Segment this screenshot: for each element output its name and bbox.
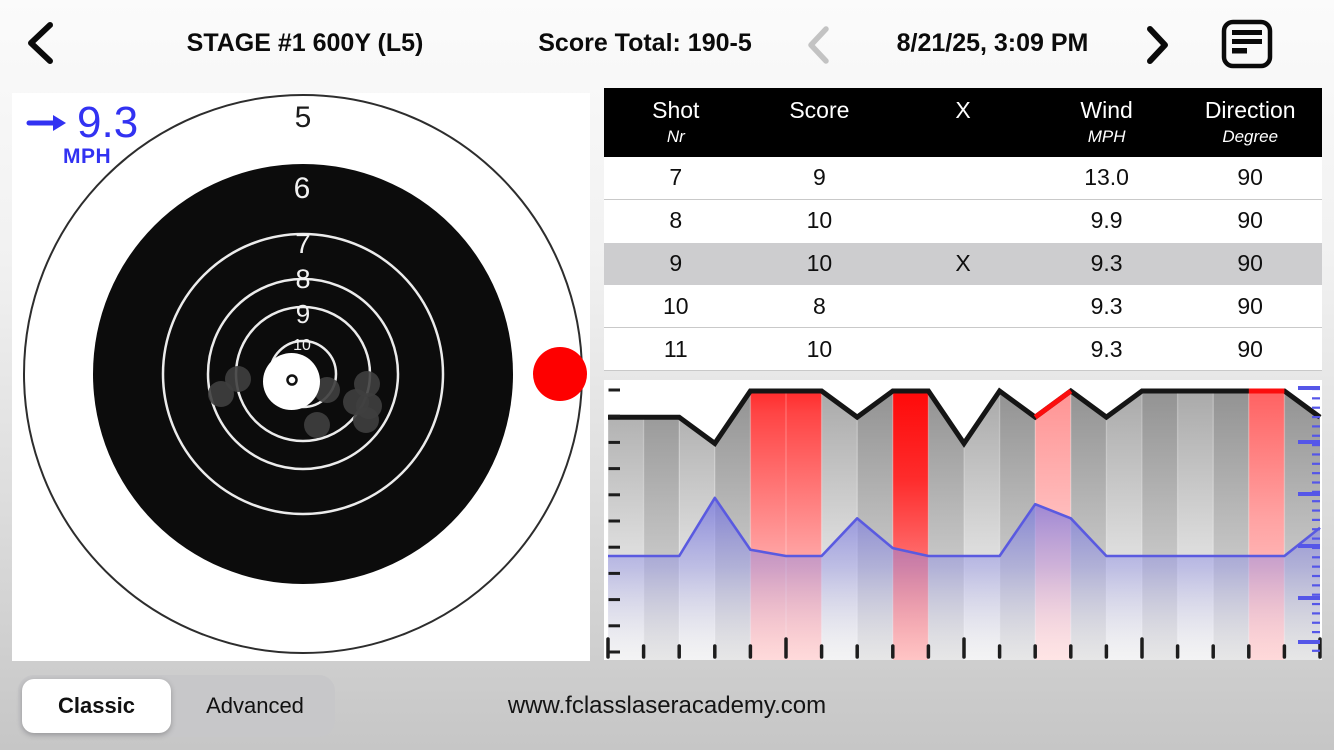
cell-direction: 90 <box>1237 164 1263 191</box>
col-score: Score <box>789 97 850 123</box>
prev-date-button[interactable] <box>804 24 832 69</box>
col-x: X <box>955 97 971 123</box>
cell-wind: 9.3 <box>1090 292 1123 319</box>
cell-wind: 9.3 <box>1090 249 1123 276</box>
col-shot: Shot <box>652 97 700 123</box>
table-row[interactable]: 7 9 13.0 90 <box>604 157 1322 200</box>
website-url: www.fclasslaseracademy.com <box>507 692 827 719</box>
cell-shot: 10 <box>663 292 689 319</box>
cell-direction: 90 <box>1237 249 1263 276</box>
report-button[interactable] <box>1220 18 1274 73</box>
shot-marker <box>208 381 234 407</box>
shot-marker <box>304 412 330 438</box>
cell-direction: 90 <box>1237 207 1263 234</box>
report-document-icon <box>1221 19 1273 69</box>
view-mode-segmented-control: Classic Advanced <box>18 675 335 737</box>
cell-wind: 9.3 <box>1090 335 1123 362</box>
table-row[interactable]: 8 10 9.9 90 <box>604 200 1322 243</box>
classic-tab[interactable]: Classic <box>22 679 171 733</box>
shot-marker <box>314 377 340 403</box>
cell-score: 9 <box>812 164 826 191</box>
cell-direction: 90 <box>1237 335 1263 362</box>
wind-indicator: 9.3 MPH <box>26 101 138 169</box>
next-date-button[interactable] <box>1144 24 1172 69</box>
wind-arrow-icon <box>26 115 66 131</box>
session-date: 8/21/25, 3:09 PM <box>896 29 1089 57</box>
cell-score: 8 <box>812 292 826 319</box>
cell-shot: 7 <box>669 164 683 191</box>
back-button[interactable] <box>24 20 58 69</box>
table-row[interactable]: 9 10 X 9.3 90 <box>604 242 1322 286</box>
wind-speed-unit: MPH <box>63 145 112 168</box>
col-wind: Wind <box>1080 97 1133 123</box>
cell-shot: 11 <box>663 335 688 362</box>
cell-shot: 8 <box>669 207 683 234</box>
score-total: Score Total: 190-5 <box>538 29 752 57</box>
table-row[interactable]: 10 8 9.3 90 <box>604 285 1322 329</box>
current-shot-marker <box>533 347 587 401</box>
advanced-tab[interactable]: Advanced <box>179 679 331 733</box>
ring-label: 10 <box>293 337 311 354</box>
target-graphic: 5 6 7 8 9 10 <box>23 94 587 654</box>
wind-score-chart-graphic <box>606 386 1322 660</box>
col-direction: Direction <box>1204 97 1296 123</box>
chevron-left-icon <box>808 26 829 64</box>
cell-shot: 9 <box>669 249 683 276</box>
cell-score: 10 <box>806 335 833 362</box>
cell-direction: 90 <box>1237 292 1263 319</box>
shot-table: Shot Nr Score X Wind MPH Direction Degree 7… <box>604 88 1322 371</box>
target-panel: 5 6 7 8 9 10 9.3 MPH <box>12 93 590 661</box>
wind-score-chart <box>604 380 1322 660</box>
shot-table-header: Shot Nr Score X Wind MPH Direction Degree <box>604 88 1322 157</box>
cell-wind: 13.0 <box>1084 164 1129 191</box>
target-center-dot <box>286 374 298 386</box>
ring-label: 5 <box>295 101 312 134</box>
shot-marker <box>353 407 379 433</box>
back-chevron-icon <box>28 22 53 64</box>
cell-score: 10 <box>806 207 833 234</box>
cell-wind: 9.9 <box>1090 207 1123 234</box>
cell-score: 10 <box>806 249 833 276</box>
cell-x: X <box>955 249 971 276</box>
ring-label: 7 <box>295 228 311 259</box>
ring-label: 9 <box>296 299 310 329</box>
ring-label: 6 <box>294 172 311 205</box>
wind-speed-value: 9.3 <box>77 98 139 147</box>
shot-table-body: 7 9 13.0 90 8 10 9.9 90 9 10 X 9.3 90 10 8 9.3 90 11 10 9.3… <box>604 157 1322 371</box>
ring-label: 8 <box>295 264 310 294</box>
table-row[interactable]: 11 10 9.3 90 <box>604 328 1322 371</box>
chevron-right-icon <box>1147 26 1168 64</box>
shot-marker <box>225 366 251 392</box>
page-title: STAGE #1 600Y (L5) <box>186 29 424 57</box>
